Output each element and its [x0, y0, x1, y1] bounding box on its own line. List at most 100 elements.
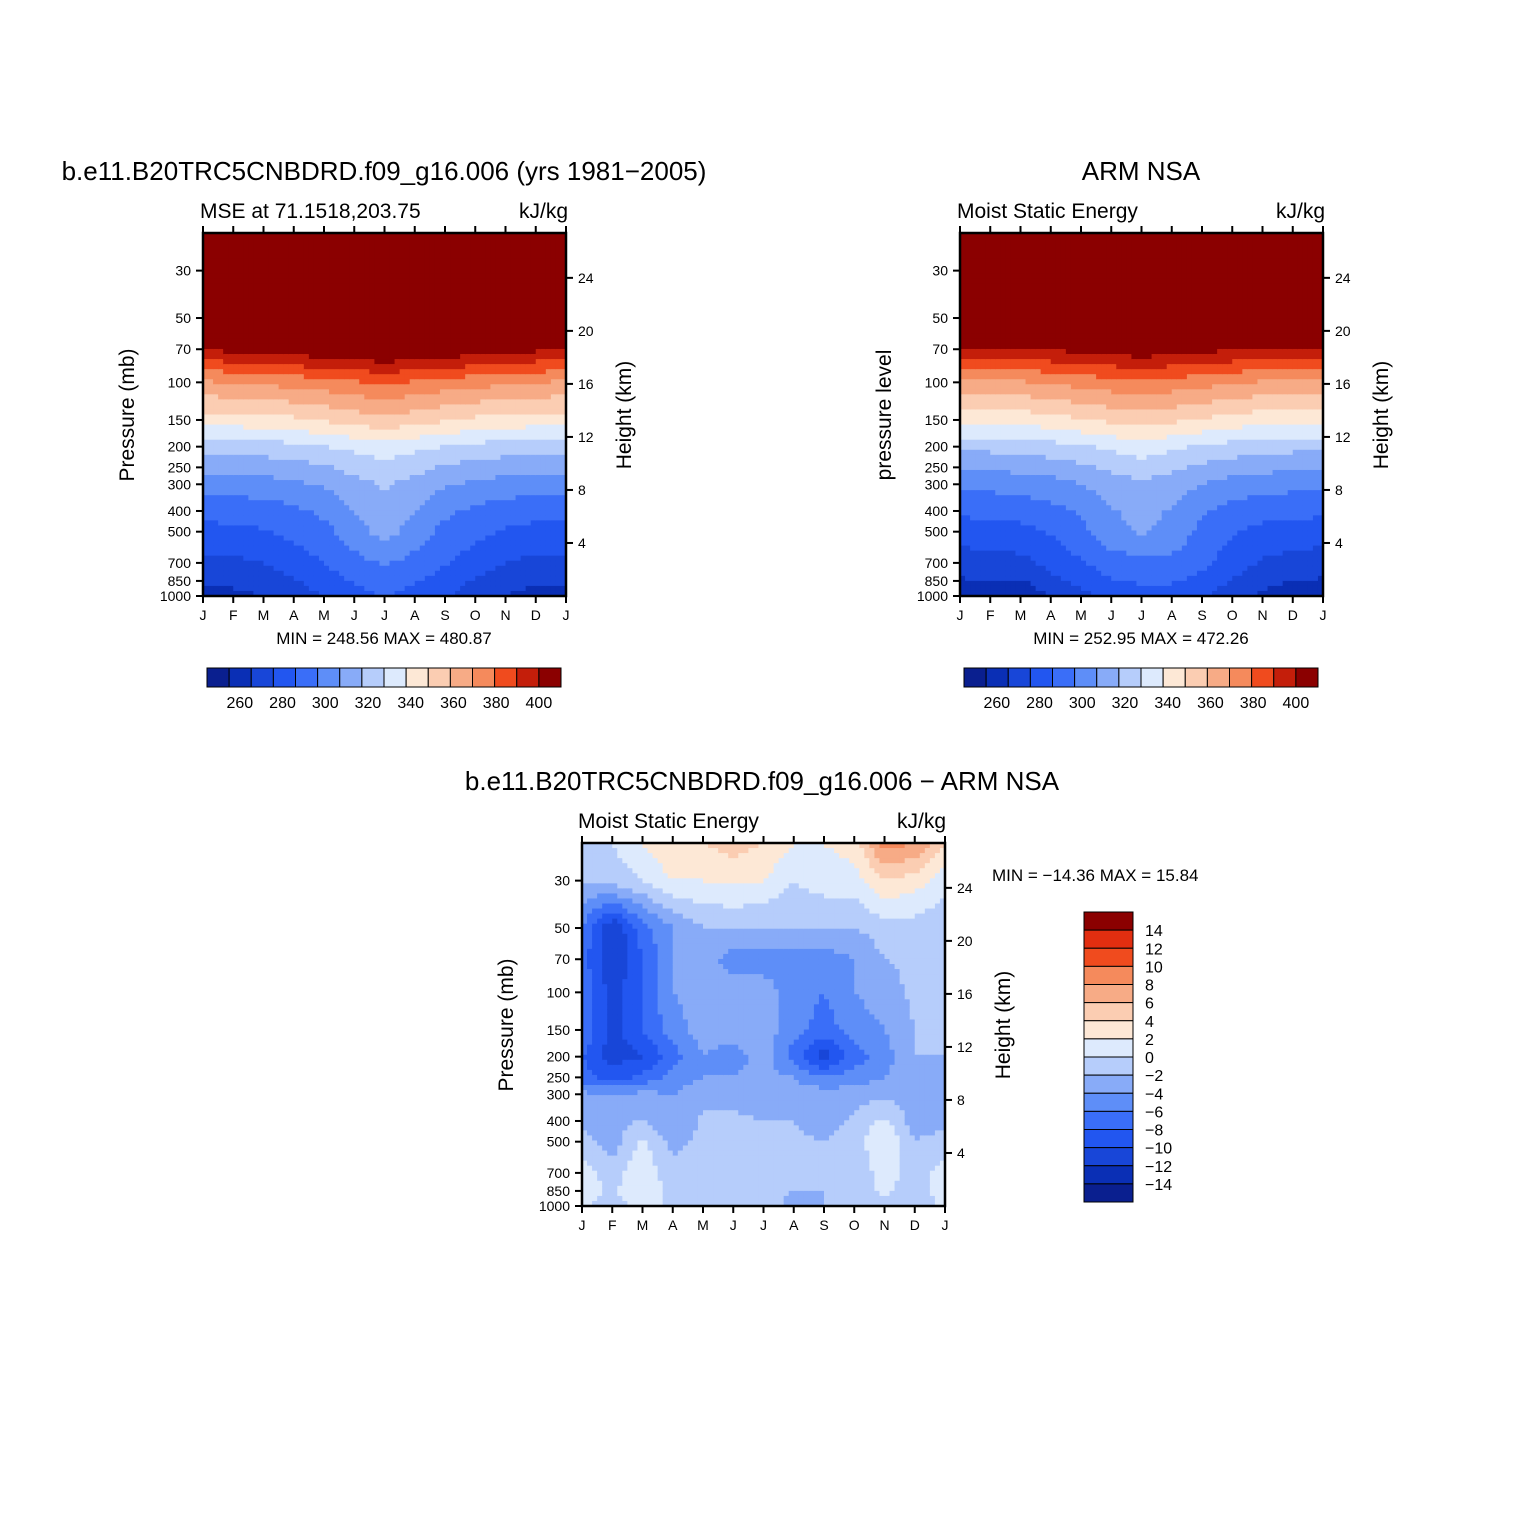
contour-cell [284, 586, 290, 592]
contour-cell [364, 420, 370, 426]
contour-cell [531, 420, 537, 426]
contour-cell [344, 399, 350, 405]
contour-cell [329, 541, 335, 547]
contour-cell [379, 278, 385, 284]
contour-cell [369, 450, 375, 456]
contour-cell [253, 369, 259, 375]
contour-cell [430, 268, 436, 274]
contour-cell [223, 546, 229, 552]
contour-cell [238, 339, 244, 345]
contour-cell [309, 324, 315, 330]
contour-cell [460, 243, 466, 249]
contour-cell [516, 430, 522, 436]
contour-cell [359, 319, 365, 325]
contour-cell [289, 415, 295, 421]
contour-cell [329, 364, 335, 370]
contour-cell [299, 304, 305, 310]
contour-cell [516, 541, 522, 547]
contour-cell [344, 334, 350, 340]
contour-cell [541, 495, 547, 501]
contour-cell [450, 268, 456, 274]
contour-cell [364, 263, 370, 269]
contour-cell [425, 288, 431, 294]
contour-cell [349, 288, 355, 294]
contour-cell [390, 485, 396, 491]
contour-cell [279, 374, 285, 380]
contour-cell [309, 294, 315, 300]
contour-cell [269, 283, 275, 289]
contour-cell [400, 364, 406, 370]
contour-cell [495, 551, 501, 557]
contour-cell [410, 485, 416, 491]
contour-cell [264, 278, 270, 284]
contour-cell [420, 369, 426, 375]
contour-cell [470, 581, 476, 587]
contour-cell [309, 576, 315, 582]
contour-cell [465, 314, 471, 320]
contour-cell [258, 505, 264, 511]
contour-cell [480, 324, 486, 330]
contour-cell [208, 304, 214, 310]
contour-cell [455, 445, 461, 451]
contour-cell [465, 566, 471, 572]
contour-cell [228, 283, 234, 289]
contour-cell [405, 450, 411, 456]
contour-cell [284, 268, 290, 274]
contour-cell [435, 268, 441, 274]
contour-cell [233, 430, 239, 436]
contour-cell [314, 339, 320, 345]
contour-cell [465, 561, 471, 567]
contour-cell [516, 404, 522, 410]
contour-cell [490, 515, 496, 521]
contour-cell [460, 536, 466, 542]
contour-cell [400, 536, 406, 542]
contour-cell [400, 475, 406, 481]
contour-cell [485, 364, 491, 370]
contour-cell [455, 525, 461, 531]
contour-cell [546, 309, 552, 315]
contour-cell [400, 571, 406, 577]
contour-cell [475, 551, 481, 557]
contour-cell [541, 465, 547, 471]
contour-cell [233, 334, 239, 340]
contour-cell [485, 238, 491, 244]
contour-cell [405, 510, 411, 516]
contour-cell [349, 243, 355, 249]
contour-cell [405, 440, 411, 446]
contour-cell [395, 475, 401, 481]
contour-cell [233, 525, 239, 531]
contour-cell [485, 425, 491, 431]
contour-cell [541, 273, 547, 279]
contour-cell [460, 465, 466, 471]
contour-cell [289, 304, 295, 310]
contour-cell [455, 515, 461, 521]
contour-cell [541, 294, 547, 300]
contour-cell [289, 273, 295, 279]
contour-cell [233, 470, 239, 476]
contour-cell [233, 586, 239, 592]
contour-cell [379, 304, 385, 310]
contour-cell [440, 248, 446, 254]
contour-cell [359, 359, 365, 365]
contour-cell [536, 425, 542, 431]
contour-cell [475, 445, 481, 451]
contour-cell [490, 304, 496, 310]
contour-cell [511, 384, 517, 390]
contour-cell [526, 374, 532, 380]
contour-cell [374, 354, 380, 360]
contour-cell [506, 248, 512, 254]
contour-cell [238, 581, 244, 587]
contour-cell [339, 268, 345, 274]
contour-cell [228, 314, 234, 320]
contour-cell [445, 571, 451, 577]
contour-cell [228, 278, 234, 284]
contour-cell [339, 314, 345, 320]
contour-cell [495, 440, 501, 446]
contour-cell [521, 440, 527, 446]
contour-cell [460, 455, 466, 461]
contour-cell [213, 566, 219, 572]
contour-cell [349, 248, 355, 254]
contour-cell [284, 309, 290, 315]
contour-cell [319, 581, 325, 587]
contour-cell [480, 339, 486, 345]
